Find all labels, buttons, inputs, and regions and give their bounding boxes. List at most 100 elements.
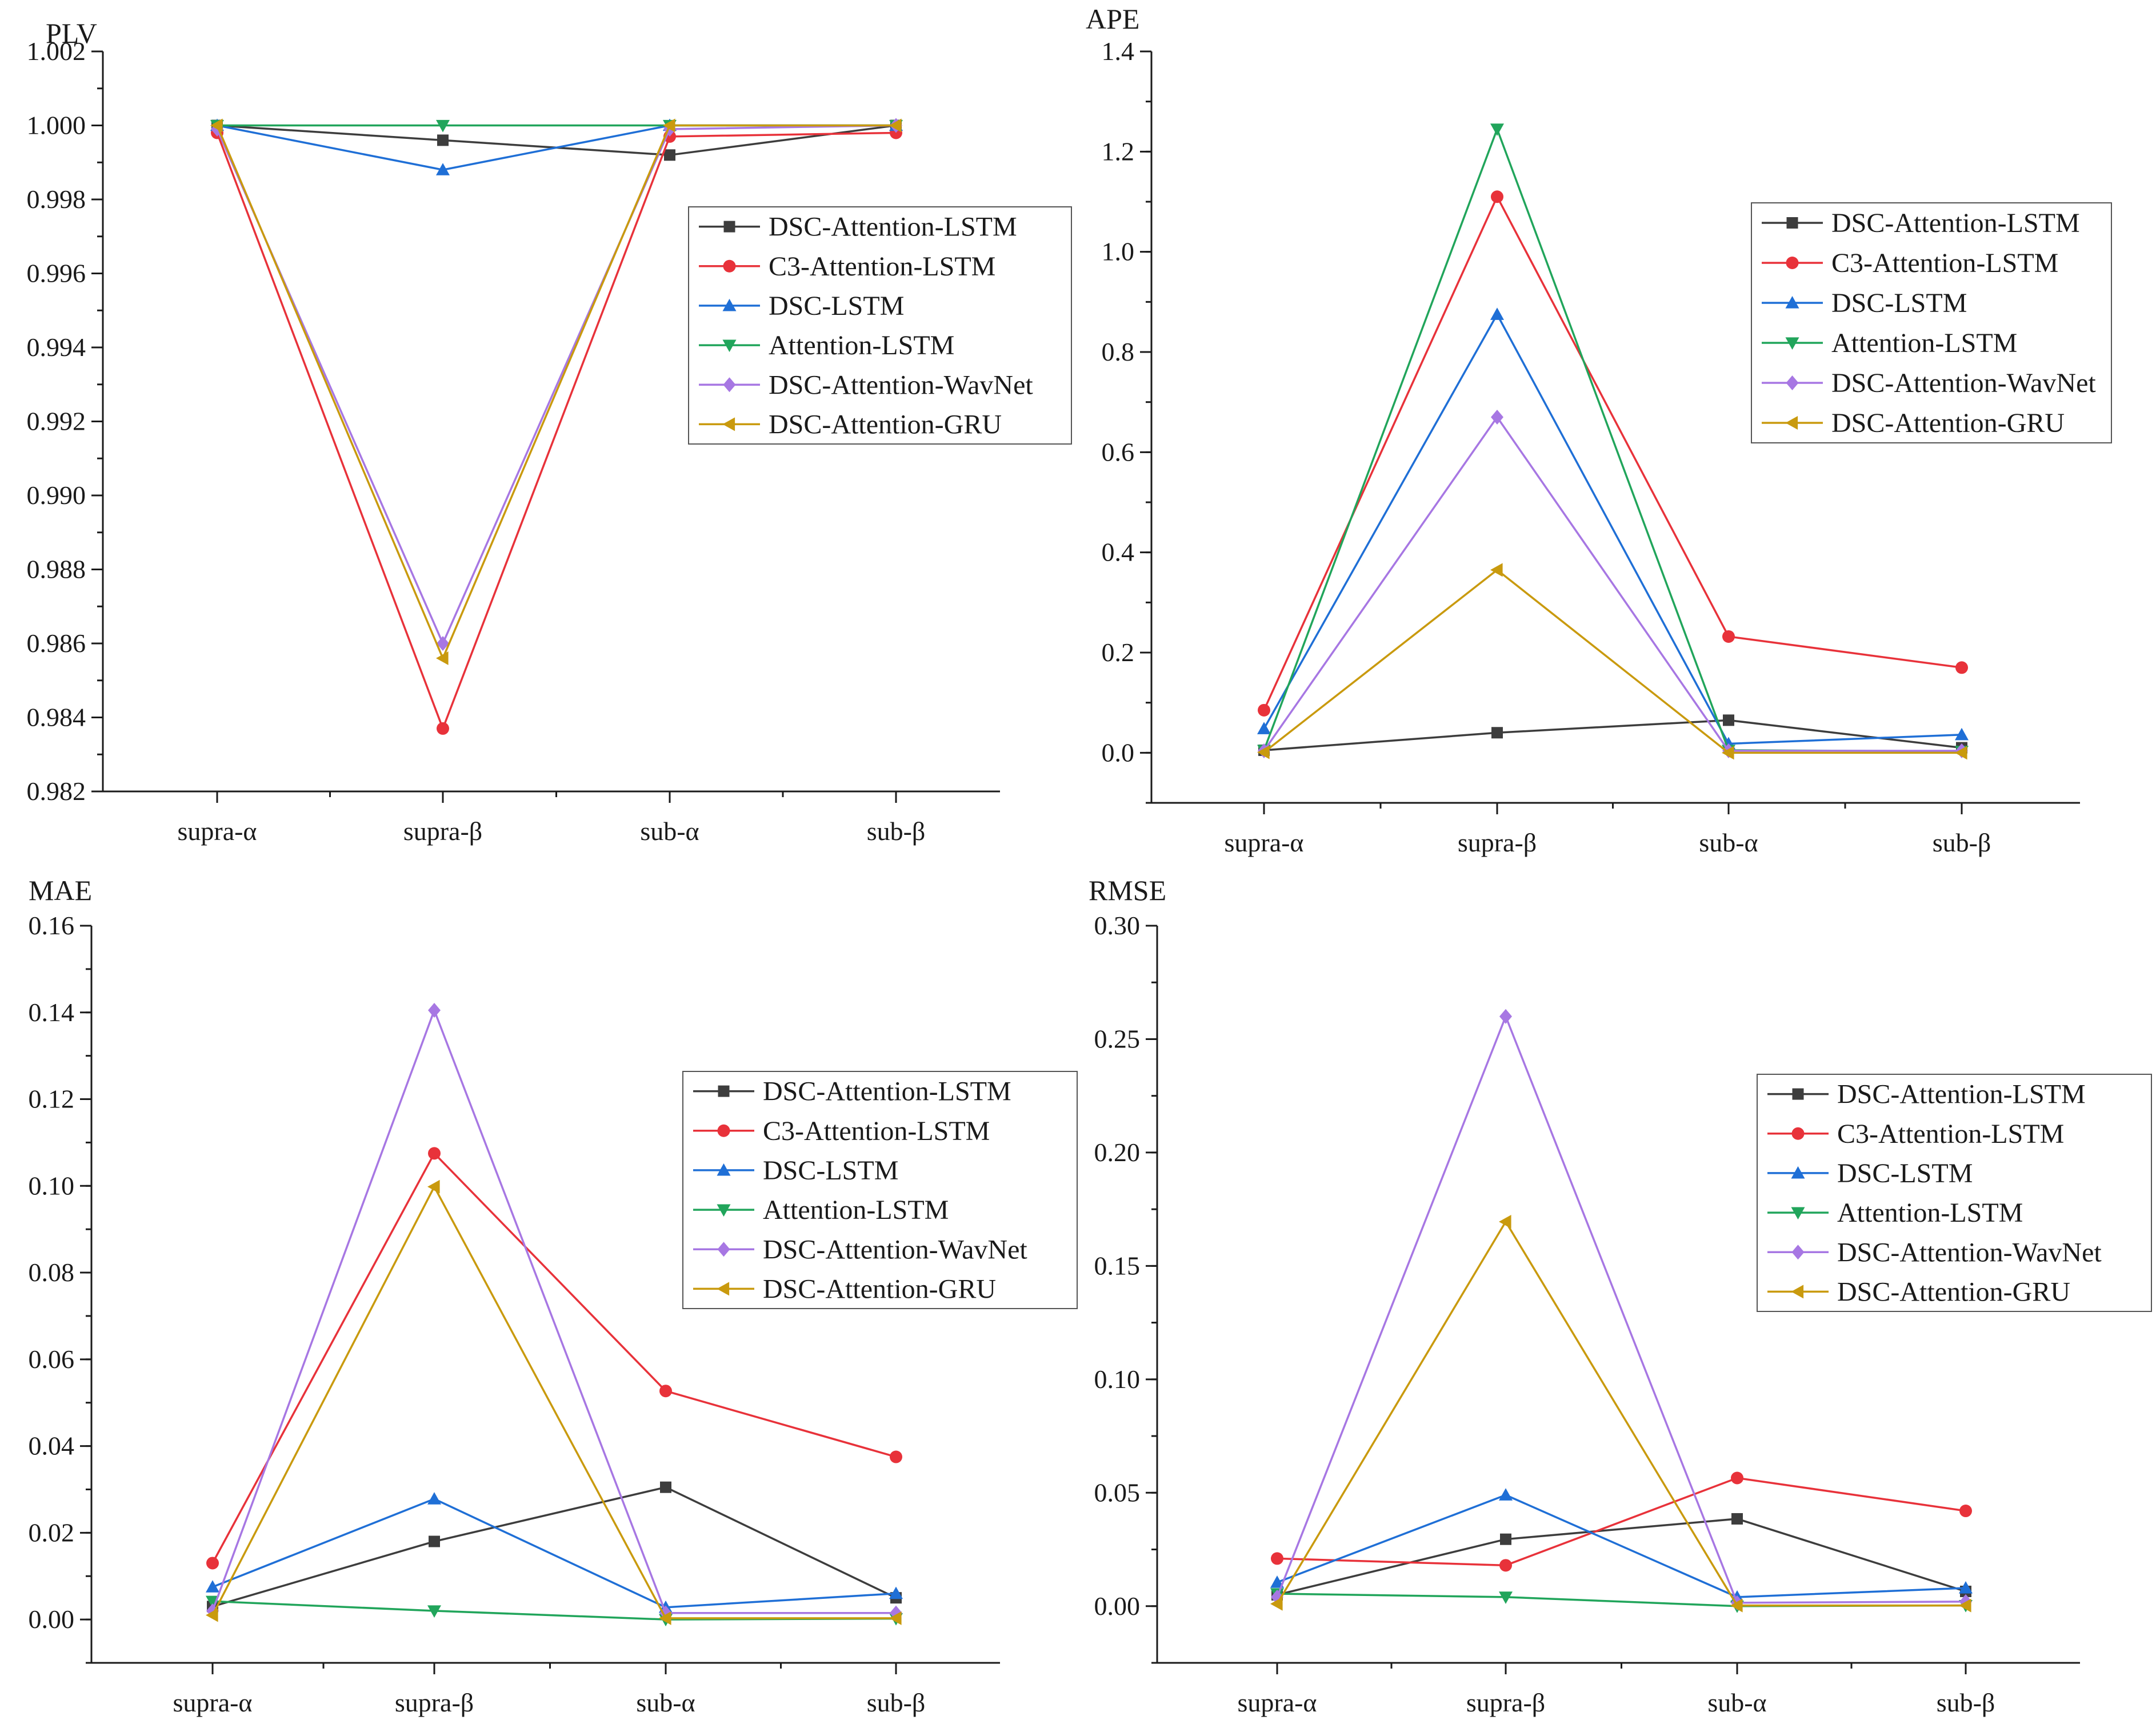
data-point-dsc-attention-lstm (1500, 1533, 1511, 1545)
legend-label: Attention-LSTM (1831, 328, 2017, 358)
series-line-dsc-attention-wavnet (216, 124, 897, 646)
legend-marker (1786, 257, 1799, 269)
legend-label: DSC-Attention-LSTM (769, 212, 1017, 242)
x-tick-label: sub-β (867, 1688, 926, 1717)
legend-marker (1791, 1245, 1805, 1260)
legend-label: C3-Attention-LSTM (1831, 248, 2058, 278)
legend: DSC-Attention-LSTM C3-Attention-LSTM DSC-L… (682, 1071, 1078, 1309)
data-point-dsc-attention-gru (1499, 1214, 1511, 1229)
x-tick-label: supra-β (403, 817, 482, 846)
legend-marker (1791, 1166, 1805, 1179)
panel-title: RMSE (1089, 874, 1166, 906)
data-point-dsc-attention-gru (1490, 563, 1503, 577)
data-point-attention-lstm (436, 119, 450, 133)
legend-marker (717, 1163, 731, 1176)
data-point-attention-lstm (1490, 123, 1504, 136)
x-tick-label: supra-β (395, 1688, 474, 1717)
legend-marker (1785, 337, 1799, 350)
legend-box (1751, 202, 2112, 443)
y-tick-label: 0.02 (29, 1518, 75, 1547)
legend-marker (717, 1282, 730, 1296)
y-tick-label: 0.30 (1094, 911, 1141, 940)
data-point-dsc-lstm (1499, 1488, 1513, 1501)
data-point-dsc-attention-gru (206, 1608, 218, 1622)
series-line-dsc-attention-gru (1263, 569, 1962, 754)
data-point-dsc-lstm (427, 1492, 441, 1505)
series-line-dsc-attention-wavnet (211, 1007, 896, 1614)
legend-label: DSC-Attention-GRU (1831, 408, 2065, 438)
data-point-dsc-lstm (1257, 722, 1271, 734)
y-tick-label: 0.2 (1102, 638, 1135, 667)
x-tick-label: supra-α (1237, 1688, 1317, 1717)
y-tick-label: 0.00 (1094, 1591, 1141, 1621)
legend-marker (1791, 1207, 1805, 1220)
data-point-dsc-attention-wavnet (437, 636, 449, 651)
data-point-dsc-attention-gru (659, 1611, 671, 1625)
legend-marker (723, 377, 736, 393)
data-point-c3-attention-lstm (206, 1557, 219, 1570)
y-tick-label: 0.986 (27, 629, 86, 658)
data-point-dsc-lstm (1270, 1575, 1284, 1588)
data-point-dsc-lstm (1490, 307, 1504, 320)
x-tick-label: sub-α (1699, 828, 1758, 857)
y-tick-label: 0.984 (27, 703, 86, 732)
legend: DSC-Attention-LSTM C3-Attention-LSTM DSC-L… (1757, 1074, 2152, 1312)
legend-label: DSC-Attention-WavNet (1837, 1237, 2102, 1267)
y-tick-label: 0.988 (27, 555, 86, 584)
y-tick-label: 0.996 (27, 259, 86, 288)
data-point-c3-attention-lstm (659, 1385, 672, 1398)
legend-marker (1785, 296, 1799, 309)
data-point-c3-attention-lstm (1491, 190, 1503, 203)
legend-marker (1785, 416, 1798, 430)
legend-marker (1791, 1127, 1805, 1140)
x-tick-label: supra-α (1224, 828, 1303, 857)
y-tick-label: 1.000 (27, 111, 86, 140)
chart-panel-rmse: RMSE 0.00 0.05 0.10 0.15 0.20 0.25 0.30 supra-α s… (1089, 874, 2152, 1717)
data-point-c3-attention-lstm (1271, 1552, 1283, 1565)
legend-label: C3-Attention-LSTM (769, 251, 995, 282)
data-point-dsc-lstm (1959, 1581, 1973, 1594)
data-point-dsc-lstm (206, 1580, 219, 1593)
series-line-c3-attention-lstm (216, 131, 897, 731)
y-tick-label: 1.0 (1102, 237, 1135, 266)
legend-label: DSC-Attention-WavNet (763, 1234, 1027, 1265)
legend-marker (1786, 217, 1798, 229)
y-tick-label: 0.992 (27, 407, 86, 436)
legend-label: DSC-Attention-WavNet (769, 370, 1033, 400)
y-tick-label: 0.14 (29, 998, 75, 1027)
legend-marker (717, 1242, 730, 1257)
legend-label: DSC-Attention-GRU (1837, 1277, 2070, 1307)
y-tick-label: 0.04 (29, 1431, 75, 1461)
legend-marker (717, 1124, 730, 1137)
y-tick-label: 0.25 (1094, 1024, 1141, 1053)
y-tick-label: 0.4 (1102, 538, 1135, 567)
data-point-dsc-attention-gru (436, 651, 449, 665)
series-line-dsc-attention-lstm (1277, 1518, 1966, 1596)
data-point-c3-attention-lstm (1955, 661, 1968, 674)
series-line-dsc-lstm (1277, 1494, 1966, 1598)
series-line-dsc-attention-lstm (212, 1486, 897, 1608)
legend-marker (1792, 1088, 1804, 1100)
series-line-dsc-attention-gru (216, 124, 896, 661)
x-tick-label: sub-α (1707, 1688, 1766, 1717)
legend-label: DSC-Attention-GRU (769, 409, 1002, 439)
series-line-dsc-attention-lstm (217, 124, 897, 157)
legend-label: DSC-LSTM (1831, 288, 1967, 318)
legend: DSC-Attention-LSTM C3-Attention-LSTM DSC-L… (688, 206, 1072, 445)
data-point-dsc-attention-lstm (1491, 727, 1503, 739)
legend-label: DSC-Attention-LSTM (763, 1077, 1011, 1107)
chart-panel-mae: MAE 0.00 0.02 0.04 0.06 0.08 0.10 0.12 0.14 0.16 s… (29, 874, 1078, 1717)
series-line-attention-lstm (212, 1600, 897, 1621)
data-point-c3-attention-lstm (1959, 1505, 1972, 1518)
data-point-dsc-attention-gru (1955, 746, 1967, 760)
data-point-dsc-lstm (436, 163, 450, 175)
data-point-dsc-attention-gru (663, 118, 675, 133)
data-point-dsc-attention-wavnet (428, 1002, 441, 1018)
y-tick-label: 0.10 (1094, 1365, 1141, 1394)
legend-box (688, 206, 1072, 445)
y-tick-label: 0.00 (29, 1605, 75, 1634)
x-tick-label: sub-β (1937, 1688, 1995, 1717)
panel-title: MAE (29, 874, 92, 906)
series-line-dsc-attention-wavnet (1276, 1013, 1966, 1604)
